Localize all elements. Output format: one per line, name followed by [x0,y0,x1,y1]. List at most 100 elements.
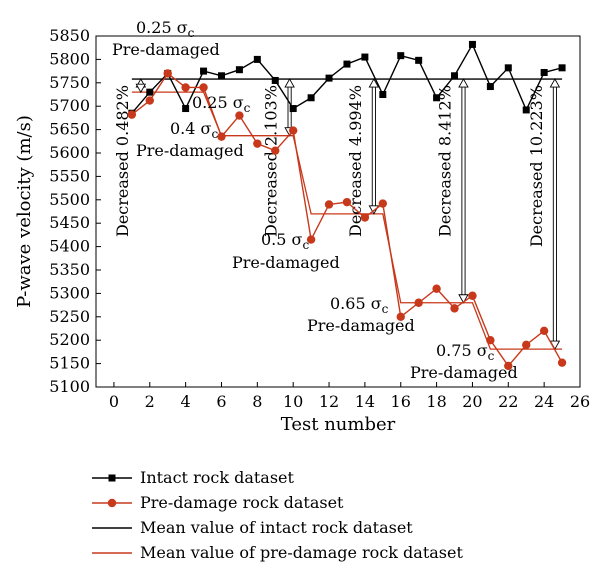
decrease-arrows: Decreased 0.482% Decreased 2.103% Decrease… [113,78,561,351]
series-0-point [343,60,351,68]
annotation-0-line1: 0.25 σc [136,18,195,40]
series-1-point [539,326,549,336]
arrow-head-up [284,78,295,88]
series-0-point [504,64,512,72]
arrow-shaft [552,87,557,342]
series-1-point [360,213,370,222]
series-1-point [127,110,137,119]
arrow-head-down [135,83,147,94]
x-tick-label: 24 [534,392,554,411]
y-tick-label: 5250 [49,307,90,326]
series-0-point [379,91,387,98]
y-tick-label: 5300 [49,283,90,302]
series-1-point [468,291,477,300]
series-1-point [271,146,280,155]
series-0-point [307,94,315,102]
plot-frame [95,35,581,388]
y-tick-label: 5450 [49,213,90,232]
series-0-point [540,69,548,77]
annotation-5-line2: Pre-damaged [410,363,518,382]
series-0-point [451,72,459,80]
x-tick-label: 0 [109,392,119,411]
series-0-point [235,66,243,74]
y-tick-label: 5600 [49,143,90,162]
x-tick-label: 18 [426,392,446,411]
legend-label-3: Mean value of pre-damage rock dataset [140,543,463,562]
series-0-point [217,72,225,80]
arrow-label: Decreased 10.223% [527,85,546,247]
annotation-4-line1: 0.65 σc [330,294,389,316]
legend-marker-1 [107,498,117,508]
annotation-1-line1: 0.25 σc [192,93,251,115]
series-1-point [504,361,513,371]
arrow-head-up [458,78,469,88]
series-0-point [271,76,279,84]
series-1-point [414,298,423,307]
arrow-shaft [461,87,466,295]
legend-label-1: Pre-damage rock dataset [140,493,344,512]
series-0-point [415,56,423,64]
series-0-point [522,106,530,114]
y-tick-label: 5550 [49,166,90,185]
x-tick-label: 16 [391,392,411,411]
axes: 0 2 4 6 8 10 12 14 16 18 20 22 24 2651005150520052505… [14,26,590,435]
decrease-arrow [135,78,147,94]
series-1-point [199,83,208,92]
y-tick-label: 5200 [49,330,90,349]
y-tick-label: 5350 [49,260,90,279]
series-1-point [324,200,334,209]
x-tick-label: 2 [145,392,155,411]
series-group [127,40,567,371]
series-1-point [217,132,226,141]
series-0-point [289,105,297,113]
x-tick-label: 10 [283,392,303,411]
arrow-head-down [458,294,469,304]
arrow-label: Decreased 0.482% [113,85,132,237]
annotation-2-line2: Pre-damaged [136,141,244,160]
y-tick-label: 5650 [49,120,90,139]
series-1-point [163,69,172,78]
series-1-point [306,235,316,244]
series-1-point [342,197,352,207]
series-0-point [397,52,405,60]
y-tick-label: 5400 [49,237,90,256]
arrow-label: Decreased 2.103% [262,85,281,237]
y-tick-label: 5100 [49,377,90,396]
series-1-point [432,284,441,293]
series-1-point [253,139,262,148]
y-tick-label: 5750 [49,73,90,92]
x-tick-label: 20 [462,392,482,411]
annotation-0-line2: Pre-damaged [112,40,220,59]
x-tick-label: 4 [181,392,191,411]
y-tick-label: 5800 [49,49,90,68]
decrease-arrow [549,78,561,351]
arrow-shaft [371,87,376,206]
y-tick-label: 5700 [49,96,90,115]
x-tick-label: 8 [252,392,262,411]
series-0-point [325,74,333,82]
series-0-point [146,88,154,96]
legend-label-2: Mean value of intact rock dataset [140,518,413,537]
x-tick-label: 14 [355,392,375,411]
series-0-point [486,83,494,91]
series-0-point [433,94,441,102]
series-1-point [145,96,154,105]
decrease-arrow [368,78,380,215]
annotations: 0.25 σc Pre-damaged 0.25 σc 0.4 σc Pre-d… [112,18,518,382]
arrow-head-up [368,78,380,88]
series-0-point [558,64,566,72]
x-tick-label: 22 [498,392,518,411]
series-1-point [235,111,244,120]
annotation-4-line2: Pre-damaged [307,316,415,335]
x-tick-label: 6 [216,392,226,411]
legend-marker-0 [108,474,116,482]
y-tick-label: 5850 [49,26,90,45]
y-tick-label: 5150 [49,354,90,373]
series-0-point [200,67,208,75]
series-1-point [396,312,405,321]
x-tick-label: 26 [570,392,590,411]
series-1-point [486,336,495,345]
y-tick-label: 5500 [49,190,90,209]
x-tick-label: 12 [319,392,339,411]
